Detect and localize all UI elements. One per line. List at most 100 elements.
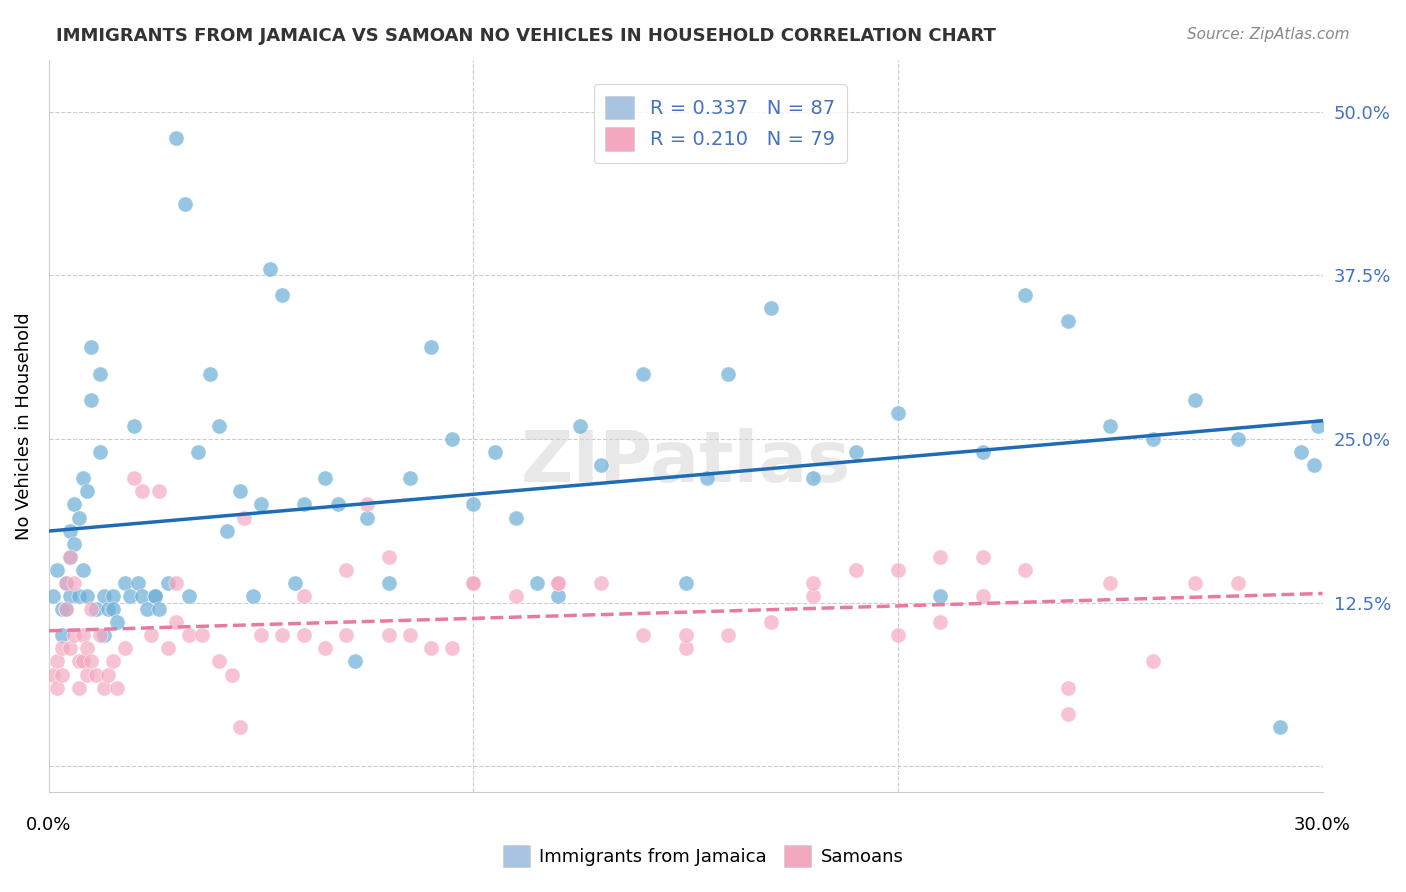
Point xyxy=(59,589,82,603)
Point xyxy=(42,589,65,603)
Point xyxy=(177,628,200,642)
Point xyxy=(105,615,128,630)
Point xyxy=(131,484,153,499)
Point xyxy=(441,432,464,446)
Point xyxy=(233,510,256,524)
Point xyxy=(89,367,111,381)
Point xyxy=(1142,432,1164,446)
Point xyxy=(131,589,153,603)
Point xyxy=(208,419,231,434)
Point xyxy=(972,549,994,564)
Point xyxy=(59,641,82,656)
Point xyxy=(67,655,90,669)
Point xyxy=(398,628,420,642)
Point xyxy=(59,549,82,564)
Point xyxy=(343,655,366,669)
Point xyxy=(165,576,187,591)
Point xyxy=(51,667,73,681)
Point xyxy=(526,576,548,591)
Point xyxy=(356,510,378,524)
Point xyxy=(63,576,86,591)
Point xyxy=(89,628,111,642)
Point xyxy=(1056,681,1078,695)
Point xyxy=(972,445,994,459)
Point xyxy=(484,445,506,459)
Point xyxy=(177,589,200,603)
Point xyxy=(229,484,252,499)
Point xyxy=(887,563,910,577)
Point xyxy=(67,510,90,524)
Point xyxy=(191,628,214,642)
Point xyxy=(76,641,98,656)
Point xyxy=(568,419,591,434)
Point xyxy=(441,641,464,656)
Point xyxy=(547,576,569,591)
Point xyxy=(377,576,399,591)
Point xyxy=(55,602,77,616)
Point xyxy=(929,615,952,630)
Point xyxy=(929,549,952,564)
Point xyxy=(1099,419,1122,434)
Point xyxy=(1226,432,1249,446)
Point xyxy=(93,681,115,695)
Point xyxy=(463,576,485,591)
Point xyxy=(67,589,90,603)
Point xyxy=(217,524,239,538)
Point xyxy=(284,576,307,591)
Legend: R = 0.337   N = 87, R = 0.210   N = 79: R = 0.337 N = 87, R = 0.210 N = 79 xyxy=(593,84,846,162)
Point xyxy=(887,628,910,642)
Point xyxy=(72,563,94,577)
Point xyxy=(589,576,612,591)
Point xyxy=(51,602,73,616)
Point xyxy=(93,589,115,603)
Point xyxy=(1014,288,1036,302)
Point xyxy=(1099,576,1122,591)
Point xyxy=(173,196,195,211)
Point xyxy=(887,406,910,420)
Point xyxy=(589,458,612,473)
Text: ZIPatlas: ZIPatlas xyxy=(520,428,851,497)
Point xyxy=(759,301,782,316)
Point xyxy=(208,655,231,669)
Point xyxy=(1303,458,1326,473)
Point xyxy=(114,576,136,591)
Point xyxy=(1291,445,1313,459)
Point xyxy=(59,524,82,538)
Point xyxy=(80,341,103,355)
Point xyxy=(143,589,166,603)
Point xyxy=(377,549,399,564)
Point xyxy=(675,576,697,591)
Point xyxy=(46,655,69,669)
Point xyxy=(929,589,952,603)
Point xyxy=(84,667,107,681)
Text: 30.0%: 30.0% xyxy=(1294,816,1351,834)
Point xyxy=(135,602,157,616)
Point xyxy=(187,445,209,459)
Point xyxy=(97,667,120,681)
Point xyxy=(63,537,86,551)
Point xyxy=(76,589,98,603)
Point xyxy=(356,498,378,512)
Point xyxy=(505,589,527,603)
Point xyxy=(1056,706,1078,721)
Point xyxy=(547,589,569,603)
Point xyxy=(165,615,187,630)
Point xyxy=(80,655,103,669)
Point xyxy=(122,471,145,485)
Point xyxy=(675,641,697,656)
Point xyxy=(801,576,824,591)
Point xyxy=(398,471,420,485)
Point xyxy=(292,589,315,603)
Point xyxy=(801,589,824,603)
Point xyxy=(105,681,128,695)
Point xyxy=(89,445,111,459)
Point xyxy=(76,484,98,499)
Point xyxy=(55,602,77,616)
Point xyxy=(46,681,69,695)
Point xyxy=(42,667,65,681)
Point xyxy=(51,628,73,642)
Point xyxy=(51,641,73,656)
Point xyxy=(93,628,115,642)
Point xyxy=(165,131,187,145)
Point xyxy=(1014,563,1036,577)
